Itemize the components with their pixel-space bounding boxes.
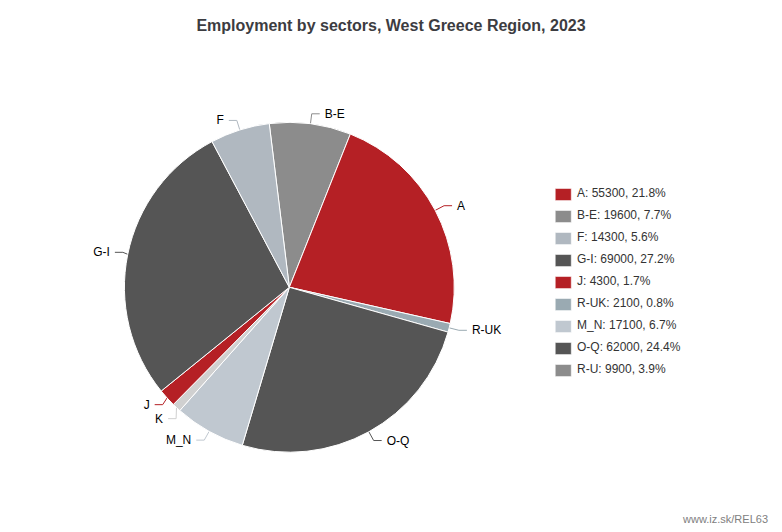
svg-text:A: 55300, 21.8%: A: 55300, 21.8%	[577, 186, 666, 200]
svg-text:B-E: 19600, 7.7%: B-E: 19600, 7.7%	[577, 208, 671, 222]
svg-text:M_N: 17100, 6.7%: M_N: 17100, 6.7%	[577, 318, 677, 332]
svg-text:J: J	[144, 398, 150, 412]
svg-text:J: 4300, 1.7%: J: 4300, 1.7%	[577, 274, 651, 288]
svg-text:G-I: 69000, 27.2%: G-I: 69000, 27.2%	[577, 252, 675, 266]
svg-text:F: F	[216, 113, 223, 127]
svg-text:O-Q: 62000, 24.4%: O-Q: 62000, 24.4%	[577, 340, 681, 354]
svg-text:R-UK: 2100, 0.8%: R-UK: 2100, 0.8%	[577, 296, 674, 310]
svg-text:M_N: M_N	[166, 433, 191, 447]
svg-text:R-UK: R-UK	[472, 323, 501, 337]
svg-text:A: A	[457, 199, 465, 213]
svg-text:K: K	[155, 412, 163, 426]
svg-text:Employment by sectors, West Gr: Employment by sectors, West Greece Regio…	[196, 17, 585, 34]
svg-text:B-E: B-E	[325, 107, 345, 121]
svg-text:R-U: 9900, 3.9%: R-U: 9900, 3.9%	[577, 362, 666, 376]
svg-text:G-I: G-I	[93, 245, 110, 259]
svg-text:O-Q: O-Q	[387, 434, 410, 448]
svg-text:F: 14300, 5.6%: F: 14300, 5.6%	[577, 230, 659, 244]
svg-text:www.iz.sk/REL63: www.iz.sk/REL63	[682, 513, 768, 525]
